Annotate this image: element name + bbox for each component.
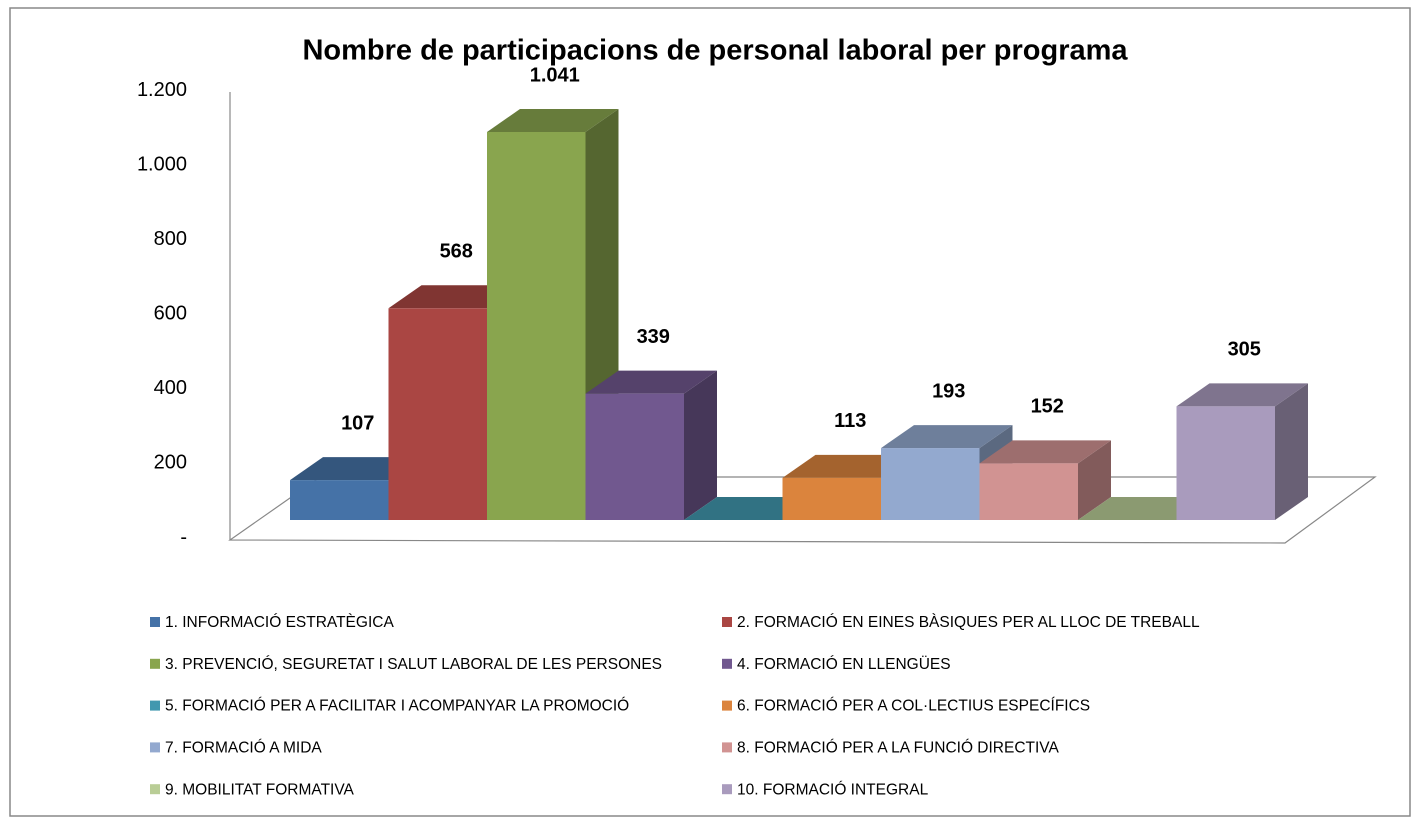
bar — [782, 477, 881, 520]
legend-label: 4. FORMACIÓ EN LLENGÜES — [737, 655, 951, 673]
legend-label: 1. INFORMACIÓ ESTRATÈGICA — [165, 614, 394, 631]
y-tick-label: 400 — [154, 377, 187, 399]
bar — [881, 448, 980, 520]
value-label: 152 — [1031, 396, 1064, 418]
legend-swatch — [722, 784, 732, 795]
legend-swatch — [722, 617, 732, 627]
legend-swatch — [722, 700, 732, 711]
y-tick-label: 1.000 — [137, 154, 187, 176]
bar-top — [881, 425, 1013, 449]
y-tick-label: 200 — [154, 452, 187, 474]
bar-top — [1176, 383, 1308, 407]
bar-top — [585, 370, 717, 394]
bar-side — [1078, 440, 1111, 520]
value-label: 107 — [341, 412, 374, 434]
bar — [487, 132, 586, 520]
legend-label: 8. FORMACIÓ PER A LA FUNCIÓ DIRECTIVA — [737, 739, 1059, 756]
legend-swatch — [722, 658, 732, 669]
legend-label: 3. PREVENCIÓ, SEGURETAT I SALUT LABORAL … — [165, 656, 662, 673]
bar-side — [1275, 383, 1308, 520]
y-tick-label: 600 — [154, 303, 187, 325]
y-tick-label: 1.200 — [137, 79, 187, 101]
legend-label: 6. FORMACIÓ PER A COL·LECTIUS ESPECÍFICS — [737, 698, 1090, 715]
value-label: 113 — [834, 410, 866, 432]
y-tick-label: 800 — [154, 228, 187, 250]
legend-label: 9. MOBILITAT FORMATIVA — [165, 781, 355, 798]
value-label: 305 — [1228, 339, 1261, 361]
legend-swatch — [150, 784, 160, 795]
legend-swatch — [150, 700, 160, 711]
value-label: 339 — [637, 326, 670, 348]
value-label: 193 — [932, 380, 965, 402]
bar — [1176, 406, 1275, 520]
legend-swatch — [150, 617, 160, 627]
legend-label: 2. FORMACIÓ EN EINES BÀSIQUES PER AL LLO… — [737, 614, 1200, 631]
y-tick-label: - — [180, 526, 187, 548]
bar — [585, 393, 684, 520]
legend-label: 7. FORMACIÓ A MIDA — [165, 739, 322, 756]
bar-side — [684, 370, 717, 520]
legend-label: 10. FORMACIÓ INTEGRAL — [737, 781, 929, 798]
bar-top — [979, 440, 1111, 464]
bar — [979, 463, 1078, 520]
value-label: 568 — [440, 241, 473, 263]
chart-title: Nombre de participacions de personal lab… — [302, 35, 1128, 67]
legend-swatch — [722, 742, 732, 753]
bar — [290, 480, 389, 520]
legend-swatch — [150, 658, 160, 669]
legend-swatch — [150, 742, 160, 753]
bar — [388, 308, 487, 520]
bar-top — [487, 109, 619, 132]
value-label: 1.041 — [530, 64, 580, 86]
legend-label: 5. FORMACIÓ PER A FACILITAR I ACOMPANYAR… — [165, 698, 629, 715]
